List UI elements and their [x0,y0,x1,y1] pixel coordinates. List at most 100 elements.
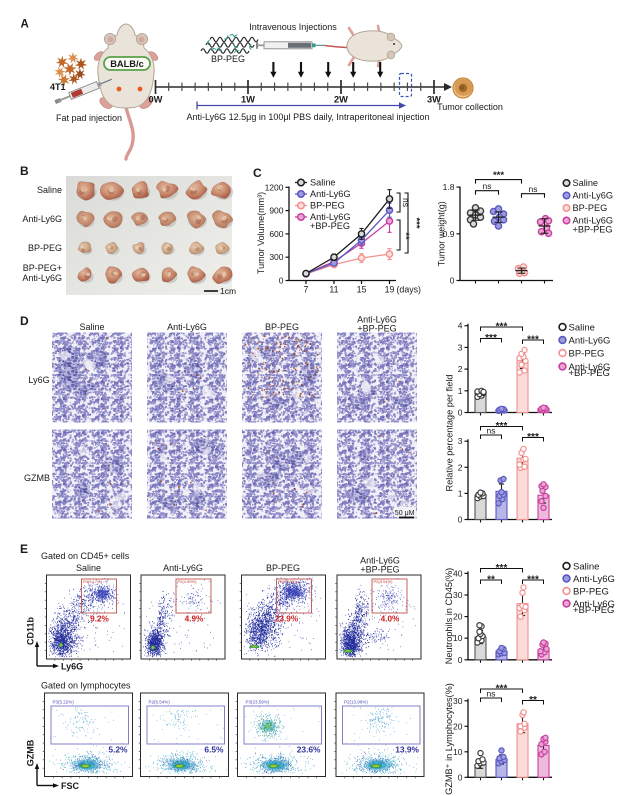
svg-text:***: *** [493,170,504,181]
svg-text:(days): (days) [397,285,422,295]
svg-text:50 μM: 50 μM [395,510,415,517]
svg-text:P2(6.54%): P2(6.54%) [149,700,171,705]
svg-text:9.2%: 9.2% [90,615,109,624]
svg-text:Neutrophils in CD45(%): Neutrophils in CD45(%) [444,568,454,665]
svg-text:0: 0 [458,408,463,418]
svg-text:CD11b: CD11b [26,616,36,645]
svg-text:3: 3 [458,342,463,352]
svg-text:BP-PEG: BP-PEG [573,586,609,597]
svg-text:**: ** [487,575,495,586]
svg-text:1W: 1W [241,95,255,105]
svg-text:BP-PEG: BP-PEG [569,348,605,359]
svg-text:10: 10 [453,633,463,643]
svg-text:ns: ns [401,198,411,207]
svg-text:+BP-PEG: +BP-PEG [573,225,613,235]
svg-text:B: B [20,164,29,178]
svg-text:1cm: 1cm [220,286,236,296]
svg-text:Tumor Volume(mm³): Tumor Volume(mm³) [256,192,266,274]
svg-text:+BP-PEG: +BP-PEG [360,565,399,575]
svg-text:11: 11 [329,285,338,295]
svg-text:FSC: FSC [61,781,80,791]
svg-text:19: 19 [385,285,395,295]
svg-text:Ly6G: Ly6G [28,375,49,385]
svg-text:BP-PEG: BP-PEG [310,201,345,211]
svg-text:ns: ns [529,184,538,194]
svg-text:Ly6G: Ly6G [61,662,83,672]
svg-text:1200: 1200 [265,182,284,192]
svg-text:Intravenous Injections: Intravenous Injections [249,22,337,32]
svg-text:40: 40 [453,568,463,578]
svg-text:Saline: Saline [310,178,336,188]
svg-text:ns: ns [487,426,496,436]
svg-text:***: *** [496,684,508,695]
svg-text:23.6%: 23.6% [297,745,321,755]
svg-text:Saline: Saline [76,563,101,573]
svg-text:15: 15 [357,285,367,295]
svg-text:E: E [20,542,28,556]
svg-text:Anti-Ly6G: Anti-Ly6G [22,214,62,224]
svg-text:BP-PEG+: BP-PEG+ [23,263,62,273]
svg-text:A: A [21,19,29,31]
svg-text:+BP-PEG: +BP-PEG [569,368,610,379]
svg-text:Anti-Ly6G: Anti-Ly6G [22,273,62,283]
svg-text:1: 1 [458,488,463,498]
svg-text:Gated on CD45+ cells: Gated on CD45+ cells [41,551,130,561]
svg-text:1.8: 1.8 [443,182,455,192]
svg-text:1: 1 [458,386,463,396]
svg-text:Saline: Saline [79,322,104,332]
svg-text:5.2%: 5.2% [108,745,128,755]
svg-text:4: 4 [458,321,463,331]
svg-text:P2(4.04%): P2(4.04%) [374,579,394,584]
svg-text:0: 0 [279,276,284,286]
svg-text:Anti-Ly6G: Anti-Ly6G [573,574,615,585]
svg-text:Anti-Ly6G: Anti-Ly6G [573,191,614,201]
svg-text:10: 10 [453,747,463,757]
svg-text:Saline: Saline [569,322,595,333]
svg-text:3: 3 [458,436,463,446]
svg-text:Tumor collection: Tumor collection [437,102,503,112]
svg-text:BP-PEG: BP-PEG [266,563,300,573]
svg-text:Relative percentage per field: Relative percentage per field [445,375,455,492]
svg-text:***: *** [411,217,422,228]
svg-text:P3(23.59%): P3(23.59%) [246,700,270,705]
svg-text:C: C [253,166,262,180]
svg-text:Anti-Ly6G: Anti-Ly6G [360,556,400,566]
svg-text:BP-PEG: BP-PEG [211,54,245,64]
svg-text:***: *** [527,335,539,346]
svg-text:P4(23.90%): P4(23.90%) [278,579,300,584]
svg-text:Anti-Ly6G: Anti-Ly6G [163,563,203,573]
svg-text:2: 2 [458,462,463,472]
svg-text:23.9%: 23.9% [275,615,299,624]
svg-text:Saline: Saline [573,178,599,188]
svg-text:ns: ns [487,689,496,699]
svg-text:0: 0 [458,515,463,525]
svg-text:**: ** [529,695,537,706]
svg-text:GZMB⁺ in Lymphocytes(%): GZMB⁺ in Lymphocytes(%) [444,683,454,795]
svg-text:4.0%: 4.0% [381,615,400,624]
svg-text:ns: ns [483,181,492,191]
svg-text:4.9%: 4.9% [185,615,204,624]
svg-text:Anti-Ly6G: Anti-Ly6G [569,335,611,346]
svg-text:***: *** [485,333,497,344]
svg-text:BP-PEG: BP-PEG [573,203,608,213]
svg-text:P2(4.90%): P2(4.90%) [178,579,198,584]
svg-text:Gated on lymphocytes: Gated on lymphocytes [41,681,131,691]
svg-text:P3(5.22%): P3(5.22%) [53,700,75,705]
svg-text:***: *** [496,421,508,432]
svg-text:Anti-Ly6G 12.5μg in 100μl PBS: Anti-Ly6G 12.5μg in 100μl PBS daily, Int… [186,112,429,122]
svg-text:Anti-Ly6G: Anti-Ly6G [357,315,397,325]
svg-text:0.9: 0.9 [443,229,455,239]
svg-text:30: 30 [453,590,463,600]
svg-text:BP-PEG: BP-PEG [28,243,62,253]
svg-text:3W: 3W [427,95,441,105]
svg-text:+BP-PEG: +BP-PEG [357,324,396,334]
svg-text:D: D [20,314,29,328]
svg-text:600: 600 [269,229,283,239]
svg-text:P4(9.17%): P4(9.17%) [83,579,103,584]
svg-text:Saline: Saline [573,561,599,572]
svg-text:+BP-PEG: +BP-PEG [573,605,614,616]
svg-text:***: *** [527,575,539,586]
svg-text:Saline: Saline [37,185,62,195]
svg-text:20: 20 [453,721,463,731]
svg-text:0: 0 [458,772,463,782]
